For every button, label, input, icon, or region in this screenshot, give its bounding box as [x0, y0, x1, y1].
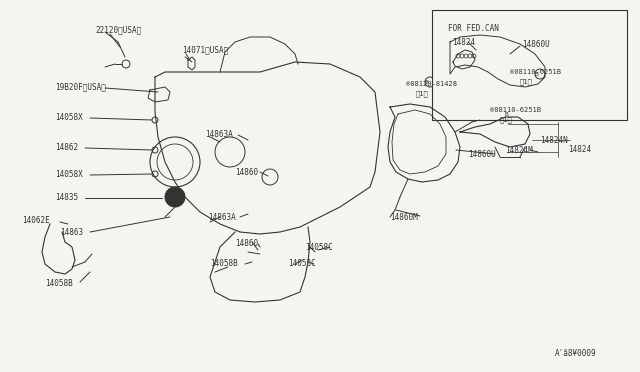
Text: B: B [504, 112, 508, 116]
Bar [432, 10, 627, 120]
Text: FOR FED.CAN: FOR FED.CAN [448, 23, 499, 32]
Text: （1）: （1） [416, 91, 429, 97]
Text: ®08110-6251B: ®08110-6251B [490, 107, 541, 113]
Text: ®08110-6251B: ®08110-6251B [510, 69, 561, 75]
Text: 14860M: 14860M [390, 212, 418, 221]
Text: 14058C: 14058C [305, 243, 333, 251]
Text: 14863: 14863 [60, 228, 83, 237]
Text: 14058X: 14058X [55, 112, 83, 122]
Text: 14824: 14824 [452, 38, 475, 46]
Text: 14058X: 14058X [55, 170, 83, 179]
Text: 14824: 14824 [568, 144, 591, 154]
Text: 14824M: 14824M [505, 145, 532, 154]
Text: 14860U: 14860U [468, 150, 496, 158]
Text: （1）: （1） [500, 117, 513, 123]
Text: 14863A: 14863A [205, 129, 233, 138]
Text: 14860: 14860 [235, 240, 258, 248]
Text: 14862: 14862 [55, 142, 78, 151]
Circle shape [165, 187, 185, 207]
Text: ®08120-81428: ®08120-81428 [406, 81, 457, 87]
Text: 14062E: 14062E [22, 215, 50, 224]
Text: 14863A: 14863A [208, 212, 236, 221]
Text: 22120〈USA〉: 22120〈USA〉 [95, 26, 141, 35]
Text: 14058C: 14058C [288, 260, 316, 269]
Text: 14058B: 14058B [45, 279, 73, 289]
Text: B: B [424, 80, 428, 84]
Text: 14824N: 14824N [540, 135, 568, 144]
Text: 14860: 14860 [235, 167, 258, 176]
Text: B: B [534, 71, 538, 77]
Text: 14835: 14835 [55, 192, 78, 202]
Text: 14058B: 14058B [210, 260, 237, 269]
Text: A'ã8¥0009: A'ã8¥0009 [555, 350, 596, 359]
Text: 14071〈USA〉: 14071〈USA〉 [182, 45, 228, 55]
Text: 19B20F〈USA〉: 19B20F〈USA〉 [55, 83, 106, 92]
Text: （1）: （1） [520, 79, 532, 85]
Text: 14860U: 14860U [522, 39, 550, 48]
